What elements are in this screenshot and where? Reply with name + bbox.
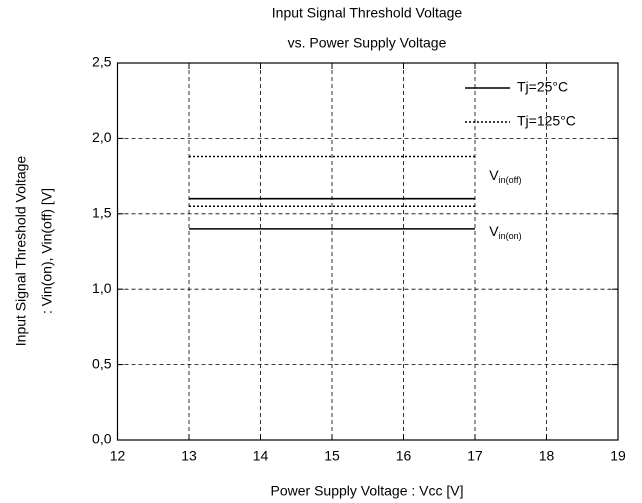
- x-tick-label: 15: [324, 448, 340, 464]
- y-axis-label: Input Signal Threshold Voltage: [13, 156, 29, 347]
- chart-title: vs. Power Supply Voltage: [288, 35, 447, 51]
- legend-label: Tj=25°C: [517, 79, 568, 95]
- x-tick-label: 12: [110, 448, 126, 464]
- x-axis-label: Power Supply Voltage : Vcc [V]: [271, 483, 464, 499]
- annotation-text: V: [489, 167, 499, 183]
- x-tick-label: 19: [610, 448, 626, 464]
- y-tick-label: 2,5: [92, 54, 112, 70]
- annotation-sub: in(off): [499, 175, 522, 185]
- annotation: Vin(off): [489, 167, 521, 186]
- y-tick-label: 1,5: [92, 205, 112, 221]
- plot-frame: [116, 62, 619, 441]
- x-tick-label: 13: [181, 448, 197, 464]
- annotation-sub: in(on): [499, 231, 522, 241]
- x-tick-label: 14: [253, 448, 269, 464]
- chart-title: Input Signal Threshold Voltage: [272, 5, 463, 21]
- y-tick-label: 1,0: [92, 280, 112, 296]
- y-tick-label: 0,0: [92, 431, 112, 447]
- annotation-text: V: [489, 223, 499, 239]
- x-tick-label: 18: [539, 448, 555, 464]
- x-tick-label: 16: [396, 448, 412, 464]
- annotation: Vin(on): [489, 223, 521, 242]
- y-tick-label: 2,0: [92, 129, 112, 145]
- x-tick-label: 17: [467, 448, 483, 464]
- y-tick-label: 0,5: [92, 355, 112, 371]
- legend-label: Tj=125°C: [517, 113, 576, 129]
- y-axis-label: : Vin(on), Vin(off) [V]: [39, 188, 55, 314]
